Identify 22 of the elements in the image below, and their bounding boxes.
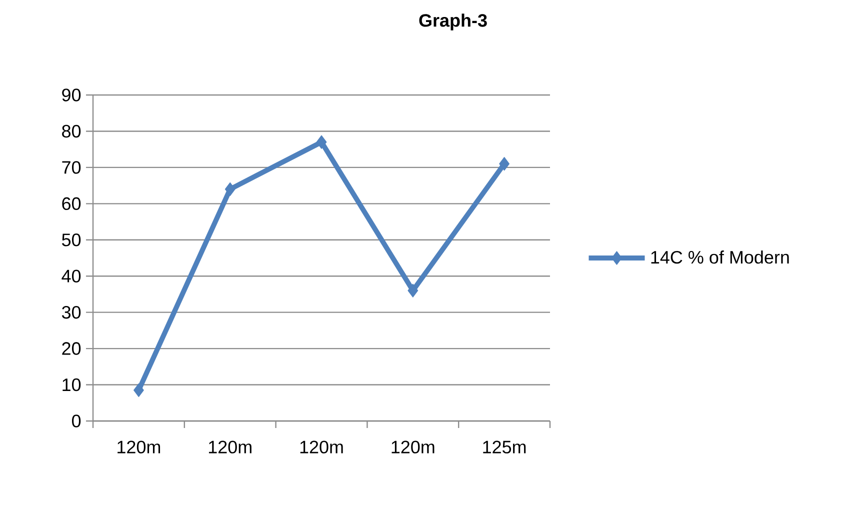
y-tick-label: 60 (62, 197, 81, 210)
point (499, 156, 510, 171)
x-tick-label: 120m (392, 440, 434, 454)
y-tick-label: 0 (72, 414, 81, 428)
y-tick-label: 70 (62, 161, 81, 174)
y-tick-label: 20 (62, 342, 81, 355)
y-tick-label: 10 (62, 378, 81, 392)
point (316, 135, 327, 149)
y-tick-label: 90 (62, 88, 81, 102)
point (408, 284, 418, 298)
x-tick-label: 120m (300, 440, 343, 454)
y-tick-label: 30 (62, 306, 81, 319)
y-tick-label: 50 (62, 234, 81, 246)
y-tick-label: 40 (62, 270, 81, 282)
x-tick-label: 125m (483, 440, 526, 454)
y-tick-label: 80 (62, 124, 81, 138)
x-tick-label: 120m (118, 440, 160, 454)
chart-title: Graph-3 (419, 14, 487, 30)
x-tick-label: 120m (208, 440, 252, 454)
point (133, 383, 144, 398)
point (224, 182, 236, 196)
legend-label: 14C % of Modern (651, 250, 789, 264)
